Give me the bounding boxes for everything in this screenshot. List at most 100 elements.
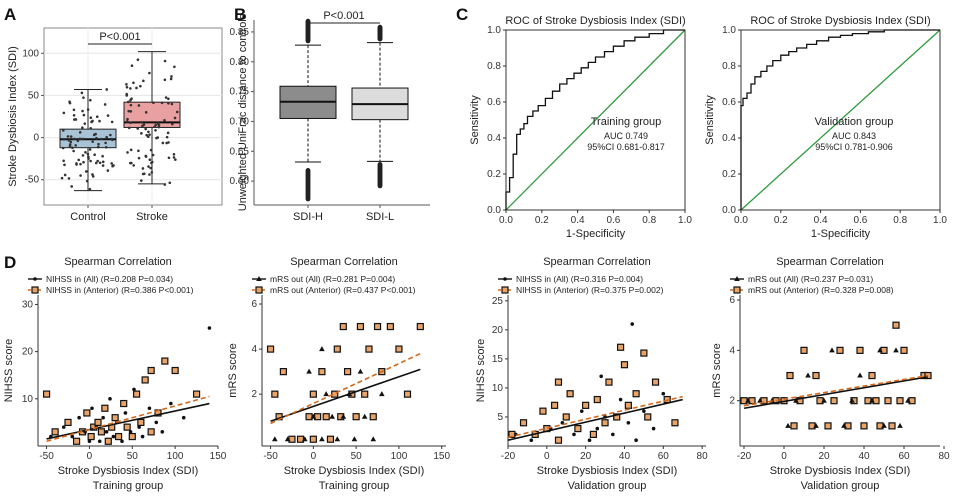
scatter-point-anterior bbox=[616, 343, 625, 351]
scatter-point-all bbox=[370, 436, 377, 442]
panel-a-point bbox=[169, 77, 173, 81]
scatter-point-anterior bbox=[740, 397, 748, 405]
roc-xtick-label: 1.0 bbox=[678, 215, 692, 226]
scatter-point-anterior bbox=[613, 413, 621, 421]
scatter-ylabel: mRS score bbox=[227, 343, 239, 397]
scatter-point-anterior bbox=[51, 428, 59, 436]
scatter-point-all bbox=[595, 426, 600, 431]
scatter-point-anterior bbox=[72, 437, 81, 445]
panel-d2-chart: -50 0 50 100 150 2 4 6 Spearman Correlation mRS o… bbox=[227, 256, 451, 492]
panel-a-point bbox=[129, 148, 133, 152]
panel-b-outlier bbox=[377, 24, 383, 30]
panel-a-point bbox=[101, 164, 105, 167]
roc-ytick-label: 0.4 bbox=[722, 133, 736, 144]
panel-a-point bbox=[100, 137, 103, 141]
panel-b-outlier bbox=[377, 162, 383, 167]
panel-a-point bbox=[89, 116, 93, 119]
roc-ytick-label: 0.8 bbox=[722, 61, 736, 72]
roc-frame bbox=[505, 29, 686, 211]
panel-a-point bbox=[163, 183, 167, 186]
panel-a-point bbox=[90, 120, 93, 124]
scatter-xtick-label: 100 bbox=[391, 451, 408, 462]
scatter-point-anterior bbox=[872, 397, 880, 405]
roc-xtick-label: 0.4 bbox=[814, 215, 828, 226]
scatter-point-all bbox=[642, 409, 646, 413]
scatter-ylabel: mRS score bbox=[711, 343, 723, 397]
scatter-point-anterior bbox=[836, 346, 844, 354]
scatter-point-anterior bbox=[593, 395, 601, 404]
panel-a-point bbox=[129, 103, 133, 107]
scatter-point-all bbox=[132, 387, 136, 392]
roc-title: ROC of Stroke Dysbiosis Index (SDI) bbox=[750, 15, 930, 27]
scatter-group-label: Training group bbox=[319, 480, 390, 492]
fit-line-all bbox=[507, 398, 683, 441]
scatter-xtick-label: 50 bbox=[127, 451, 139, 462]
panel-a-point bbox=[95, 115, 99, 119]
panel-b-significance: P<0.001 bbox=[323, 10, 364, 22]
roc-ylabel: Sensitivity bbox=[469, 95, 481, 145]
roc-xtick-label: 0.6 bbox=[853, 215, 867, 226]
scatter-point-anterior bbox=[632, 390, 640, 398]
scatter-point-anterior bbox=[733, 286, 741, 294]
legend-label-anterior: NIHSS in (Anterior) (R=0.375 P=0.002) bbox=[516, 285, 664, 295]
scatter-point-anterior bbox=[314, 413, 322, 421]
roc-group-label: Validation group bbox=[815, 116, 894, 128]
scatter-point-all bbox=[310, 413, 317, 419]
scatter-xtick-label: 0 bbox=[544, 451, 550, 462]
scatter-point-all bbox=[70, 434, 75, 439]
panel-a-point bbox=[87, 155, 90, 158]
panel-a-point bbox=[82, 113, 86, 117]
panel-a-point bbox=[69, 135, 73, 138]
scatter-point-anterior bbox=[369, 413, 377, 421]
scatter-point-all bbox=[877, 347, 883, 353]
panel-b-xtick-label: SDI-L bbox=[366, 211, 394, 223]
scatter-point-anterior bbox=[373, 322, 382, 331]
panel-a-point bbox=[101, 154, 104, 158]
scatter-point-all bbox=[813, 422, 819, 428]
scatter-point-all bbox=[140, 434, 145, 439]
scatter-point-anterior bbox=[908, 397, 916, 405]
panel-a-point bbox=[61, 129, 65, 132]
scatter-point-all bbox=[821, 397, 827, 403]
panel-a-point bbox=[130, 97, 133, 100]
scatter-point-all bbox=[340, 413, 347, 419]
scatter-point-anterior bbox=[31, 286, 39, 294]
panel-a-point bbox=[150, 171, 154, 174]
scatter-point-all bbox=[137, 425, 141, 429]
scatter-point-anterior bbox=[888, 422, 896, 430]
scatter-point-all bbox=[329, 413, 335, 419]
panel-a-point bbox=[106, 114, 110, 117]
panel-a-point bbox=[163, 59, 167, 63]
scatter-point-anterior bbox=[830, 397, 838, 405]
panel-b-outlier bbox=[305, 167, 311, 173]
scatter-point-anterior bbox=[339, 322, 347, 331]
scatter-point-anterior bbox=[896, 397, 904, 405]
panel-a-point bbox=[161, 141, 165, 145]
scatter-point-all bbox=[97, 439, 102, 444]
panel-a-xtick-label: Stroke bbox=[136, 211, 168, 223]
fit-line-anterior bbox=[270, 352, 421, 425]
panel-a-point bbox=[167, 97, 170, 101]
fit-line-anterior bbox=[743, 374, 929, 407]
scatter-xtick-label: 80 bbox=[697, 451, 709, 462]
scatter-title: Spearman Correlation bbox=[64, 256, 172, 268]
scatter-ytick-label: 4 bbox=[251, 344, 257, 355]
panel-a-point bbox=[106, 169, 110, 172]
scatter-point-anterior bbox=[104, 437, 112, 445]
scatter-ytick-label: 30 bbox=[22, 299, 34, 310]
panel-a-point bbox=[68, 144, 72, 148]
scatter-point-all bbox=[111, 434, 116, 439]
scatter-point-all bbox=[905, 397, 911, 403]
panel-a-point bbox=[72, 149, 75, 153]
roc-reference-line bbox=[505, 29, 686, 211]
scatter-xtick-label: -20 bbox=[737, 451, 752, 462]
scatter-group-label: Validation group bbox=[568, 480, 647, 492]
scatter-point-anterior bbox=[501, 286, 509, 294]
scatter-point-anterior bbox=[644, 413, 652, 421]
panel-a-point bbox=[91, 140, 94, 143]
roc-ytick-label: 0.2 bbox=[487, 169, 501, 180]
roc-ytick-label: 0.0 bbox=[487, 205, 501, 216]
roc-xtick-label: 0.0 bbox=[499, 215, 513, 226]
scatter-point-all bbox=[857, 372, 863, 378]
scatter-ylabel: NIHSS score bbox=[475, 339, 487, 403]
